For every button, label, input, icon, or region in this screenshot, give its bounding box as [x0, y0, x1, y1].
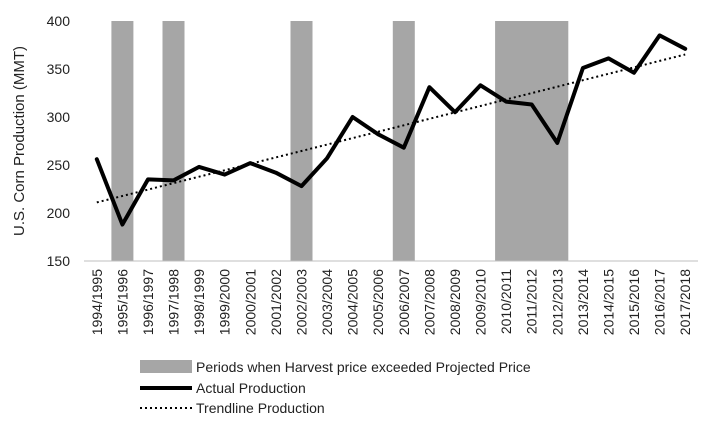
x-tick-label-2007-2008: 2007/2008	[421, 269, 437, 335]
x-tick-label-2012-2013: 2012/2013	[549, 269, 565, 335]
y-tick-label-150: 150	[47, 253, 71, 269]
x-tick-label-2011-2012: 2011/2012	[524, 269, 540, 334]
x-tick-label-2010-2011: 2010/2011	[498, 269, 514, 334]
x-tick-label-1995-1996: 1995/1996	[114, 269, 130, 335]
y-tick-label-400: 400	[47, 13, 71, 29]
x-tick-label-1994-1995: 1994/1995	[89, 269, 105, 335]
x-tick-label-2002-2003: 2002/2003	[294, 269, 310, 335]
y-tick-label-200: 200	[47, 205, 71, 221]
shaded-periods	[111, 21, 569, 261]
legend-label-periods-when-harvest-price-exceeded-projected-price: Periods when Harvest price exceeded Proj…	[196, 359, 531, 375]
series-lines	[94, 33, 688, 227]
y-axis-title: U.S. Corn Production (MMT)	[11, 46, 28, 236]
x-tick-label-2015-2016: 2015/2016	[626, 269, 642, 335]
legend-swatch-shaded-period	[140, 360, 192, 373]
y-tick-labels: 150 200 250 300 350 400	[47, 13, 71, 269]
x-tick-label-1996-1997: 1996/1997	[140, 269, 156, 335]
shaded-period-2	[162, 21, 185, 261]
x-tick-label-2005-2006: 2005/2006	[370, 269, 386, 335]
x-tick-label-2006-2007: 2006/2007	[396, 269, 412, 335]
x-tick-label-2003-2004: 2003/2004	[319, 269, 335, 335]
y-tick-label-250: 250	[47, 157, 71, 173]
x-tick-label-2013-2014: 2013/2014	[575, 269, 591, 335]
x-tick-label-2008-2009: 2008/2009	[447, 269, 463, 335]
x-tick-label-1999-2000: 1999/2000	[217, 269, 233, 335]
legend-label-trendline-production: Trendline Production	[196, 400, 325, 416]
x-tick-label-2014-2015: 2014/2015	[601, 269, 617, 335]
trendline-production-line	[96, 53, 686, 204]
x-tick-label-2000-2001: 2000/2001	[242, 269, 258, 335]
y-tick-label-300: 300	[47, 109, 71, 125]
legend-label-actual-production: Actual Production	[196, 380, 306, 396]
y-tick-label-350: 350	[47, 61, 71, 77]
x-tick-label-1998-1999: 1998/1999	[191, 269, 207, 335]
x-tick-label-1997-1998: 1997/1998	[166, 269, 182, 335]
x-tick-label-2004-2005: 2004/2005	[345, 269, 361, 335]
shaded-period-1	[111, 21, 134, 261]
legend: Periods when Harvest price exceeded Proj…	[140, 359, 531, 416]
x-tick-label-2001-2002: 2001/2002	[268, 269, 284, 335]
shaded-period-3	[290, 21, 313, 261]
x-tick-label-2017-2018: 2017/2018	[677, 269, 693, 335]
actual-production-line	[94, 33, 688, 227]
shaded-period-4	[392, 21, 415, 261]
x-tick-label-2009-2010: 2009/2010	[473, 269, 489, 335]
x-tick-label-2016-2017: 2016/2017	[652, 269, 668, 335]
x-tick-labels: 1994/1995 1995/1996 1996/1997 1997/1998 1998…	[89, 269, 693, 335]
